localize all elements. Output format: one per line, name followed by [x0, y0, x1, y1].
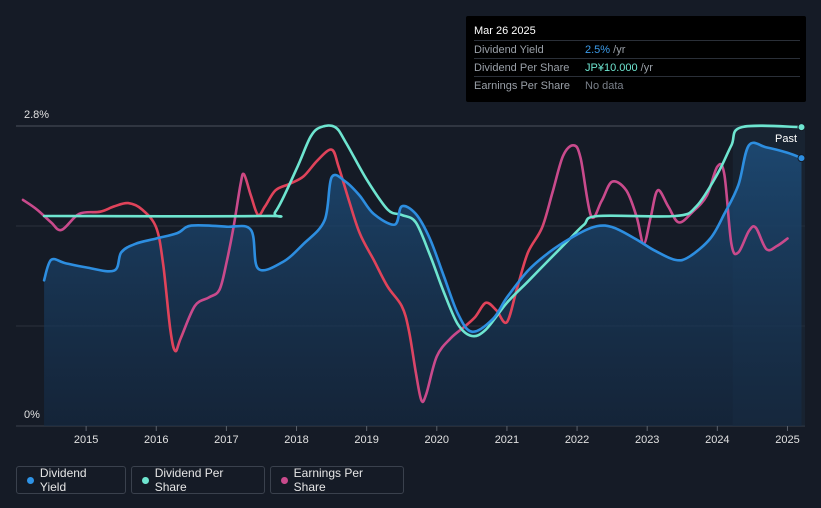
tooltip-row-dividend-per-share: Dividend Per Share JP¥10.000 /yr — [474, 58, 800, 77]
tooltip-value: No data — [585, 80, 624, 92]
x-tick-label: 2017 — [214, 434, 238, 446]
legend-dot-icon — [281, 476, 288, 484]
tooltip-label: Dividend Yield — [474, 44, 544, 56]
legend-dot-icon — [142, 476, 149, 484]
x-tick-label: 2021 — [495, 434, 519, 446]
tooltip-label: Dividend Per Share — [474, 62, 570, 74]
dividend-per-share-line — [42, 124, 803, 338]
dividend-per-share-end-marker — [797, 123, 806, 132]
x-tick-label: 2018 — [284, 434, 308, 446]
x-tick-label: 2024 — [705, 434, 729, 446]
legend-label: Dividend Yield — [39, 466, 87, 494]
x-tick-label: 2016 — [144, 434, 168, 446]
y-tick-label: 2.8% — [24, 109, 49, 121]
legend-earnings-per-share[interactable]: Earnings Per Share — [270, 466, 404, 494]
legend-dividend-yield[interactable]: Dividend Yield — [16, 466, 126, 494]
x-tick-label: 2020 — [425, 434, 449, 446]
earnings-per-share-line — [21, 143, 789, 404]
series-lines — [21, 123, 806, 404]
x-tick-label: 2023 — [635, 434, 659, 446]
dividend-yield-area-fill — [44, 142, 802, 427]
tooltip-value: 2.5% /yr — [585, 44, 626, 56]
tooltip-row-earnings-per-share: Earnings Per Share No data — [474, 76, 800, 95]
tooltip-label: Earnings Per Share — [474, 80, 570, 92]
tooltip-value: JP¥10.000 /yr — [585, 62, 653, 74]
dividend-yield-line — [42, 141, 803, 334]
x-tick-label: 2015 — [74, 434, 98, 446]
legend-dot-icon — [27, 476, 34, 484]
legend-label: Earnings Per Share — [293, 466, 364, 494]
dividend-yield-end-marker — [797, 154, 806, 163]
y-tick-label: 0% — [24, 409, 40, 421]
x-axis: 2015 2016 2017 2018 2019 2020 2021 2022 2023 2024… — [74, 426, 800, 446]
x-tick-label: 2022 — [565, 434, 589, 446]
y-axis: 2.8% 0% — [24, 109, 49, 421]
legend-label: Dividend Per Share — [154, 466, 224, 494]
legend-dividend-per-share[interactable]: Dividend Per Share — [131, 466, 265, 494]
past-label: Past — [775, 133, 797, 145]
dividend-yield-area — [44, 142, 802, 427]
tooltip-date: Mar 26 2025 — [474, 25, 536, 37]
x-tick-label: 2025 — [775, 434, 799, 446]
x-tick-label: 2019 — [354, 434, 378, 446]
tooltip-panel: Mar 26 2025 Dividend Yield 2.5% /yr Divi… — [466, 16, 806, 102]
tooltip-row-dividend-yield: Dividend Yield 2.5% /yr — [474, 40, 800, 59]
